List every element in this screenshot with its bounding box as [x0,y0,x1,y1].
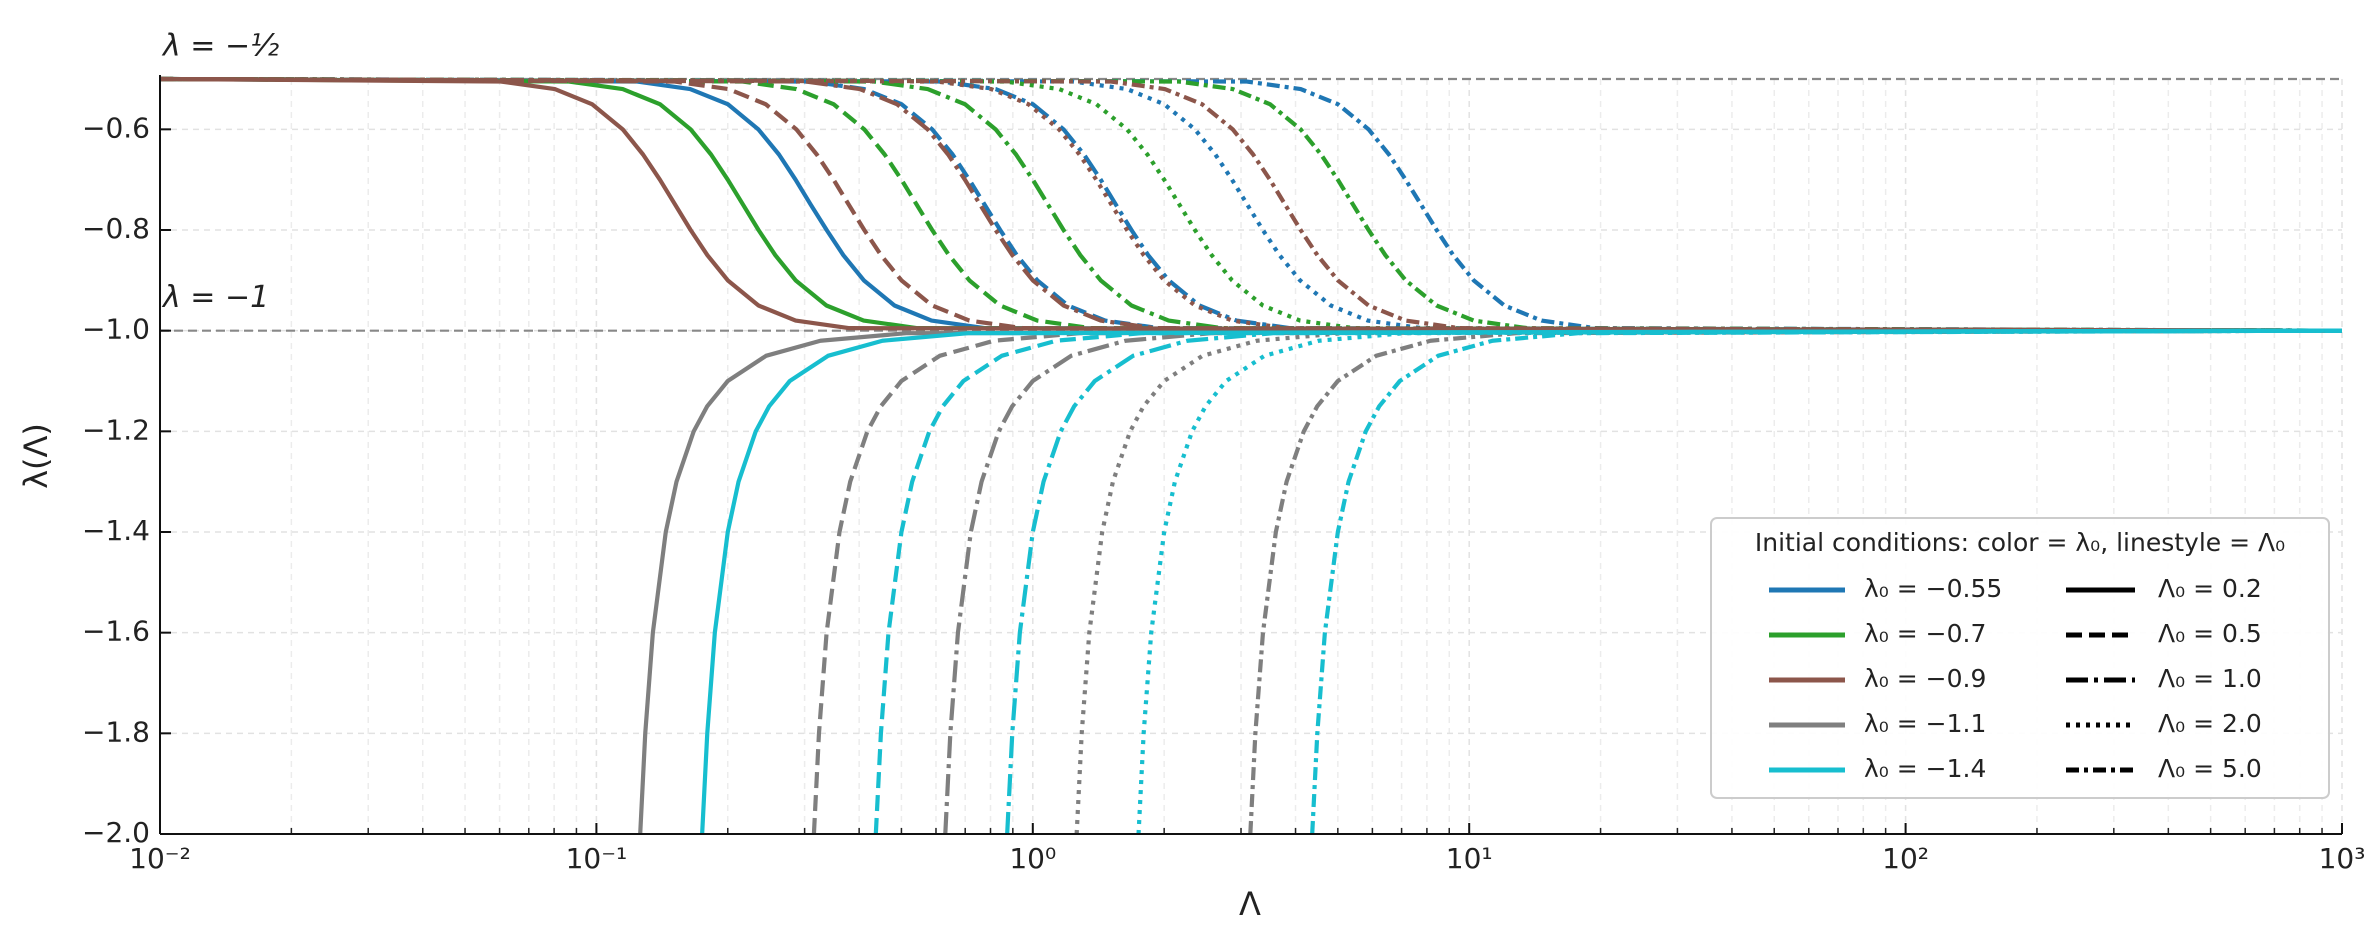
line-series [1074,328,2342,834]
line-series [160,76,2342,333]
legend-label: λ₀ = −0.7 [1864,619,1986,648]
line-series [160,76,2342,333]
line-series [1310,328,2342,834]
legend-label: Λ₀ = 0.5 [2158,619,2262,648]
line-series [700,328,2342,834]
legend-label: λ₀ = −0.55 [1864,574,2002,603]
line-series [160,76,2342,333]
line-series [160,76,2342,333]
x-tick-label: 10¹ [1446,842,1493,875]
line-series [943,328,2342,834]
legend-box [1710,517,2330,799]
y-tick-label: −1.0 [82,313,150,346]
line-series [638,328,2342,834]
legend-title: Initial conditions: color = λ₀, linestyl… [1755,528,2285,557]
annotation: λ = −1 [161,280,269,315]
line-series [160,76,2342,333]
y-tick-label: −1.8 [82,715,150,748]
legend-label: Λ₀ = 1.0 [2158,664,2262,693]
legend-label: λ₀ = −1.1 [1864,709,1986,738]
legend-label: λ₀ = −0.9 [1864,664,1986,693]
line-series [1005,328,2342,834]
legend-label: Λ₀ = 0.2 [2158,574,2262,603]
line-series [160,76,2342,333]
line-series [160,76,2342,333]
line-series [1248,328,2342,834]
line-series [160,76,2342,333]
line-series [160,76,2342,333]
line-series [1136,328,2342,834]
x-tick-label: 10⁰ [1009,842,1056,875]
x-tick-label: 10⁻² [129,842,191,875]
line-series [160,76,2342,333]
x-tick-label: 10⁻¹ [566,842,628,875]
y-tick-label: −0.8 [82,212,150,245]
line-series [811,328,2342,834]
line-series [160,76,2342,333]
line-series [160,76,2342,333]
y-tick-label: −1.2 [82,413,150,446]
line-series [160,76,2342,333]
annotation: λ = −½ [161,29,279,64]
y-tick-label: −2.0 [82,816,150,849]
x-axis-label: Λ [1239,885,1261,923]
y-axis-label: λ(Λ) [17,423,55,489]
line-series [160,76,2342,333]
x-tick-label: 10² [1882,842,1929,875]
y-tick-label: −0.6 [82,111,150,144]
legend-label: Λ₀ = 5.0 [2158,754,2262,783]
line-series [873,328,2342,834]
y-tick-label: −1.4 [82,514,150,547]
x-tick-label: 10³ [2319,842,2366,875]
line-series [160,76,2342,333]
legend-label: Λ₀ = 2.0 [2158,709,2262,738]
y-tick-label: −1.6 [82,615,150,648]
legend-label: λ₀ = −1.4 [1864,754,1986,783]
